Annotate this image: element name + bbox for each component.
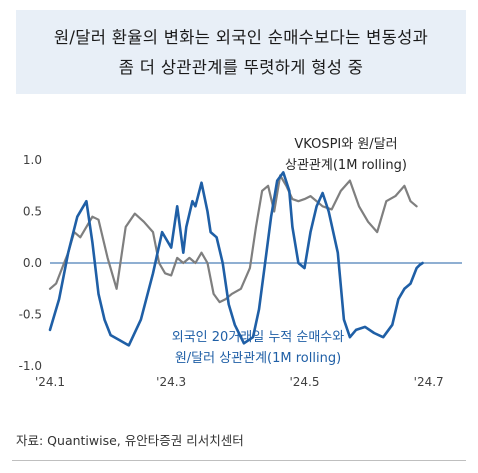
- x-tick-label: '24.1: [35, 375, 65, 389]
- series-label-flow: 외국인 20거래일 누적 순매수와: [172, 330, 344, 345]
- title-box: 원/달러 환율의 변화는 외국인 순매수보다는 변동성과 좀 더 상관관계를 뚜…: [16, 10, 466, 94]
- x-tick-label: '24.7: [414, 375, 444, 389]
- x-axis: '24.1 '24.3 '24.5 '24.7: [35, 375, 444, 389]
- source-note: 자료: Quantiwise, 유안타증권 리서치센터: [16, 433, 244, 448]
- y-tick-label: 1.0: [23, 153, 42, 167]
- series-line-flow: [48, 171, 424, 347]
- series-layer: [48, 171, 424, 347]
- x-tick-label: '24.3: [156, 375, 186, 389]
- y-axis: 1.0 0.5 0.0 -0.5 -1.0: [19, 153, 462, 373]
- series-label-flow: 원/달러 상관관계(1M rolling): [175, 351, 341, 366]
- series-line-vkospi: [48, 174, 418, 304]
- series-label-vkospi: 상관관계(1M rolling): [285, 158, 407, 173]
- chart-title-line-2: 좀 더 상관관계를 뚜렷하게 형성 중: [118, 58, 364, 77]
- y-tick-label: 0.5: [23, 205, 42, 219]
- series-label-vkospi: VKOSPI와 원/달러: [294, 137, 397, 152]
- chart-title-line-1: 원/달러 환율의 변화는 외국인 순매수보다는 변동성과: [53, 28, 429, 47]
- y-tick-label: -0.5: [19, 308, 42, 322]
- y-tick-label: -1.0: [19, 359, 42, 373]
- bottom-divider: [12, 460, 466, 461]
- x-tick-label: '24.5: [289, 375, 319, 389]
- y-tick-label: 0.0: [23, 256, 42, 270]
